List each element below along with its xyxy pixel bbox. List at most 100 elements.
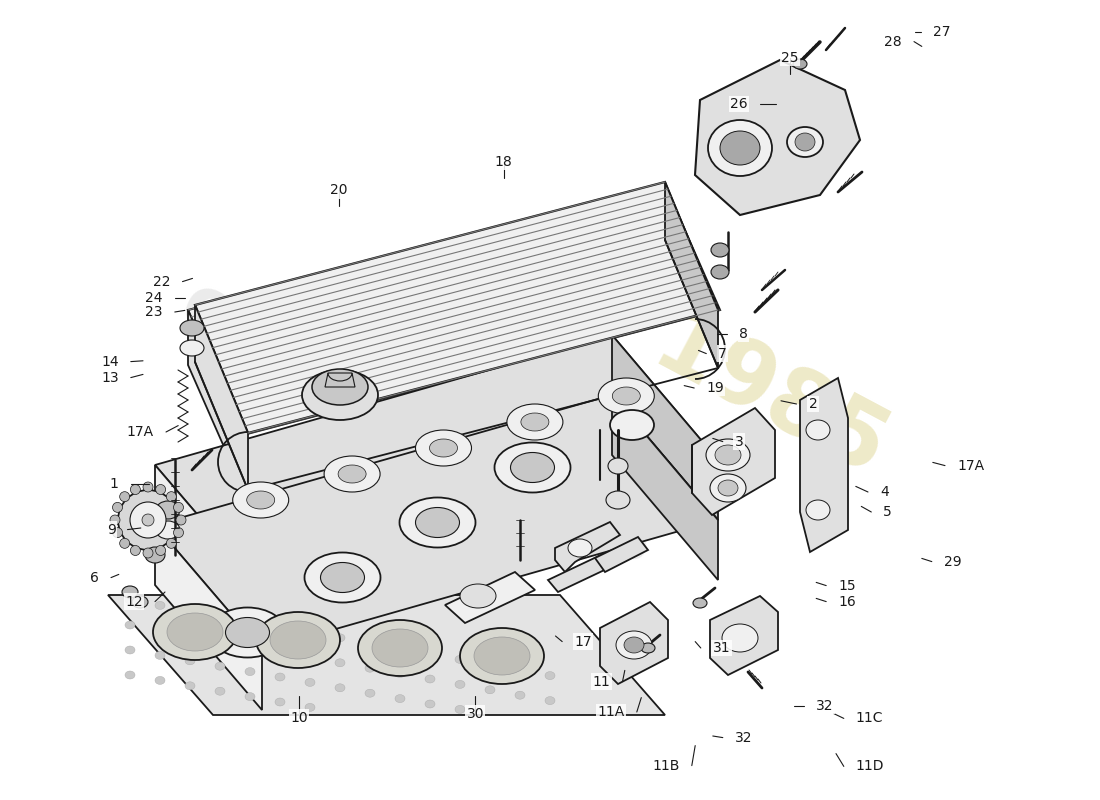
Ellipse shape	[245, 667, 255, 675]
Ellipse shape	[180, 340, 204, 356]
Text: 31: 31	[713, 641, 730, 655]
Text: 20: 20	[330, 183, 348, 198]
Ellipse shape	[711, 265, 729, 279]
Ellipse shape	[706, 439, 750, 471]
Polygon shape	[155, 465, 262, 650]
Ellipse shape	[722, 624, 758, 652]
Ellipse shape	[806, 500, 830, 520]
Text: 11D: 11D	[856, 759, 884, 774]
Text: 4: 4	[880, 485, 889, 499]
Ellipse shape	[275, 623, 285, 631]
Text: 11A: 11A	[597, 705, 625, 719]
Polygon shape	[446, 572, 535, 623]
Ellipse shape	[708, 120, 772, 176]
Ellipse shape	[610, 410, 654, 440]
Ellipse shape	[305, 678, 315, 686]
Ellipse shape	[624, 637, 644, 653]
Text: 15: 15	[838, 578, 856, 593]
Ellipse shape	[185, 607, 195, 615]
Text: 28: 28	[884, 34, 902, 49]
Ellipse shape	[365, 690, 375, 698]
Ellipse shape	[515, 691, 525, 699]
Text: 11: 11	[593, 674, 611, 689]
Text: 8: 8	[739, 326, 748, 341]
Ellipse shape	[416, 430, 472, 466]
Ellipse shape	[365, 639, 375, 647]
Ellipse shape	[130, 502, 166, 538]
Ellipse shape	[455, 680, 465, 688]
Polygon shape	[710, 596, 778, 675]
Polygon shape	[666, 182, 718, 368]
Ellipse shape	[214, 637, 225, 645]
Ellipse shape	[110, 515, 120, 525]
Ellipse shape	[320, 562, 364, 593]
Ellipse shape	[125, 596, 135, 604]
Text: 11B: 11B	[652, 758, 680, 773]
Polygon shape	[612, 395, 718, 580]
Text: 32: 32	[816, 698, 834, 713]
Polygon shape	[108, 595, 666, 715]
Ellipse shape	[209, 607, 286, 658]
Polygon shape	[324, 373, 355, 387]
Ellipse shape	[153, 604, 236, 660]
Ellipse shape	[185, 632, 195, 640]
Ellipse shape	[710, 474, 746, 502]
Ellipse shape	[324, 456, 381, 492]
Polygon shape	[155, 525, 262, 710]
Polygon shape	[692, 408, 775, 515]
Ellipse shape	[510, 453, 554, 482]
Text: 1: 1	[110, 477, 119, 491]
Ellipse shape	[305, 629, 315, 637]
Ellipse shape	[120, 492, 130, 502]
Polygon shape	[556, 522, 620, 572]
Text: 17A: 17A	[957, 458, 984, 473]
Polygon shape	[600, 602, 668, 684]
Ellipse shape	[395, 694, 405, 702]
Ellipse shape	[155, 485, 166, 494]
Ellipse shape	[358, 620, 442, 676]
Ellipse shape	[143, 482, 153, 492]
Text: 11C: 11C	[856, 711, 883, 726]
Ellipse shape	[521, 413, 549, 431]
Ellipse shape	[155, 651, 165, 659]
Ellipse shape	[132, 596, 148, 608]
Ellipse shape	[568, 539, 592, 557]
Polygon shape	[695, 60, 860, 215]
Polygon shape	[188, 310, 243, 490]
Polygon shape	[548, 553, 615, 592]
Ellipse shape	[125, 671, 135, 679]
Text: 27: 27	[933, 25, 950, 39]
Ellipse shape	[174, 528, 184, 538]
Text: 13: 13	[101, 370, 119, 385]
Ellipse shape	[395, 645, 405, 653]
Ellipse shape	[125, 621, 135, 629]
Ellipse shape	[793, 59, 807, 69]
Ellipse shape	[711, 243, 729, 257]
Text: 14: 14	[101, 354, 119, 369]
Ellipse shape	[155, 602, 165, 610]
Ellipse shape	[180, 320, 204, 336]
Ellipse shape	[336, 684, 345, 692]
Ellipse shape	[495, 442, 571, 493]
Ellipse shape	[275, 648, 285, 656]
Text: 5: 5	[883, 505, 892, 519]
Ellipse shape	[112, 528, 122, 538]
Text: 29: 29	[944, 554, 961, 569]
Ellipse shape	[122, 586, 138, 598]
Ellipse shape	[305, 654, 315, 662]
Ellipse shape	[156, 501, 180, 519]
Ellipse shape	[156, 521, 180, 539]
Ellipse shape	[720, 131, 760, 165]
Ellipse shape	[606, 491, 630, 509]
Ellipse shape	[143, 548, 153, 558]
Ellipse shape	[613, 387, 640, 405]
Ellipse shape	[338, 465, 366, 483]
Ellipse shape	[145, 547, 165, 563]
Ellipse shape	[185, 657, 195, 665]
Ellipse shape	[336, 659, 345, 667]
Text: 23: 23	[145, 305, 163, 319]
Text: 7: 7	[718, 346, 727, 361]
Text: 17: 17	[574, 634, 592, 649]
Ellipse shape	[425, 700, 435, 708]
Ellipse shape	[425, 675, 435, 683]
